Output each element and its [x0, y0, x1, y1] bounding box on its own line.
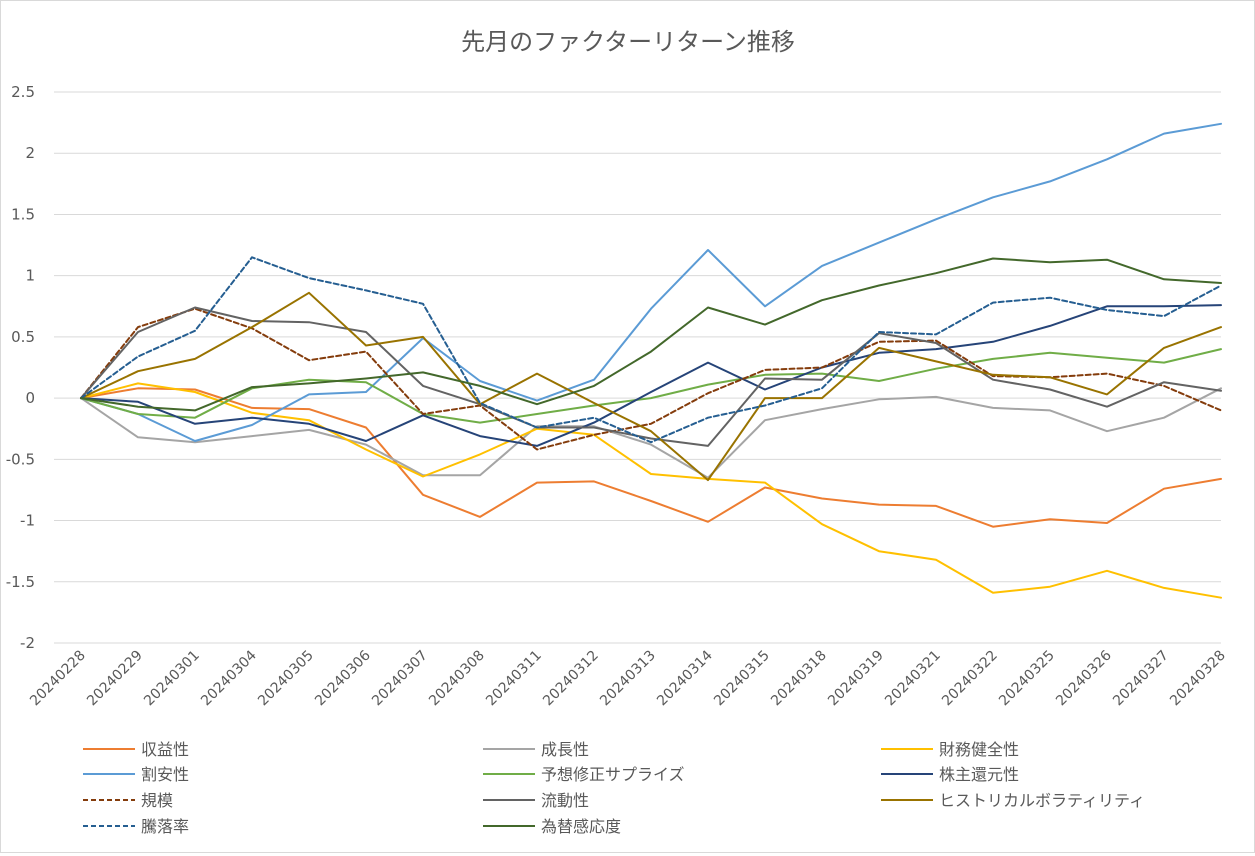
- legend-item: 株主還元性: [881, 765, 1019, 784]
- x-tick-label: 20240301: [141, 648, 203, 710]
- legend-label: 成長性: [541, 740, 589, 759]
- x-tick-label: 20240321: [882, 648, 944, 710]
- x-tick-label: 20240228: [27, 648, 89, 710]
- legend-item: 為替感応度: [483, 817, 621, 836]
- x-tick-label: 20240315: [711, 648, 773, 710]
- x-tick-label: 20240311: [483, 648, 545, 710]
- series-line-6: [80, 307, 1222, 451]
- x-tick-label: 20240306: [312, 647, 374, 709]
- x-tick-label: 20240229: [84, 648, 146, 710]
- legend-item: 財務健全性: [881, 740, 1019, 759]
- legend-label: 騰落率: [141, 817, 189, 836]
- series-line-5: [80, 304, 1222, 447]
- x-tick-label: 20240304: [198, 647, 260, 709]
- y-tick-label: -1.5: [6, 573, 35, 591]
- legend-label: 予想修正サプライズ: [541, 765, 685, 784]
- legend-label: ヒストリカルボラティリティ: [939, 791, 1145, 810]
- legend-item: 予想修正サプライズ: [483, 765, 685, 784]
- y-tick-label: -1: [20, 512, 35, 530]
- y-tick-label: -2: [20, 634, 35, 652]
- series-line-3: [80, 122, 1222, 442]
- series-line-10: [80, 257, 1222, 412]
- x-tick-label: 20240312: [540, 648, 602, 710]
- series-line-2: [80, 382, 1222, 599]
- y-tick-label: 2.5: [11, 83, 35, 101]
- x-tick-label: 20240318: [768, 648, 830, 710]
- y-tick-label: -0.5: [6, 450, 35, 468]
- legend-label: 流動性: [541, 791, 589, 810]
- series-line-1: [80, 387, 1222, 479]
- y-tick-label: 0: [25, 389, 35, 407]
- x-tick-label: 20240308: [426, 648, 488, 710]
- legend-item: ヒストリカルボラティリティ: [881, 791, 1145, 810]
- gridlines: [54, 91, 1221, 644]
- x-tick-label: 20240326: [1053, 647, 1115, 709]
- legend-label: 収益性: [141, 740, 189, 759]
- x-tick-label: 20240319: [825, 648, 887, 710]
- chart-title: 先月のファクターリターン推移: [461, 28, 795, 56]
- x-tick-label: 20240313: [597, 648, 659, 710]
- y-tick-label: 1.5: [11, 205, 35, 223]
- legend-label: 規模: [141, 791, 173, 810]
- legend-label: 為替感応度: [541, 817, 621, 836]
- x-tick-label: 20240328: [1167, 648, 1229, 710]
- legend-label: 株主還元性: [939, 765, 1019, 784]
- legend-label: 割安性: [141, 765, 189, 784]
- series-line-8: [80, 291, 1222, 482]
- legend-item: 収益性: [83, 740, 189, 759]
- x-tick-label: 20240305: [255, 648, 317, 710]
- legend-item: 成長性: [483, 740, 589, 759]
- legend-item: 流動性: [483, 791, 589, 810]
- x-tick-label: 20240325: [996, 648, 1058, 710]
- x-tick-label: 20240307: [369, 648, 431, 710]
- x-tick-label: 20240322: [939, 648, 1001, 710]
- x-tick-label: 20240314: [654, 647, 716, 709]
- series-lines: [80, 122, 1222, 599]
- y-axis-ticks: 2.5 2 1.5 1 0.5 0 -0.5 -1 -1.5 -2: [6, 83, 35, 652]
- y-tick-label: 2: [25, 144, 35, 162]
- series-line-0: [80, 387, 1222, 528]
- series-line-7: [80, 306, 1222, 447]
- legend-label: 財務健全性: [939, 740, 1019, 759]
- legend-item: 騰落率: [83, 817, 189, 836]
- legend-item: 規模: [83, 791, 173, 810]
- legend-item: 割安性: [83, 765, 189, 784]
- series-line-4: [80, 348, 1222, 424]
- y-tick-label: 1: [25, 267, 35, 285]
- y-tick-label: 0.5: [11, 328, 35, 346]
- series-line-9: [80, 256, 1222, 444]
- x-axis-ticks: 2024022820240229202403012024030420240305…: [27, 647, 1229, 709]
- x-tick-label: 20240327: [1110, 648, 1172, 710]
